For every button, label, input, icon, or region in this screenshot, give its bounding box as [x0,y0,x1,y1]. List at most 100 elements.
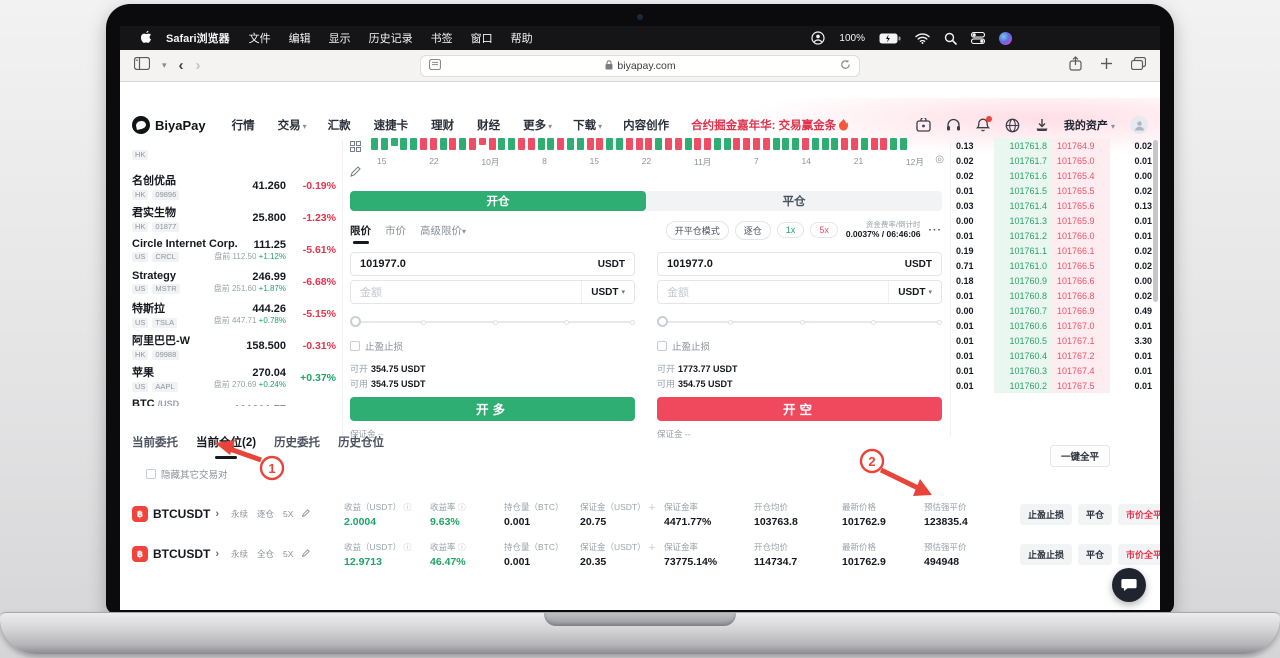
menubar-menu-item[interactable]: 编辑 [288,33,311,45]
add-margin-icon[interactable]: ＋ [648,542,657,552]
user-menu-icon[interactable] [811,31,826,45]
order-book-row[interactable]: 0.02 101761.7 101765.0 0.01 [956,153,1152,168]
positions-tab[interactable]: 历史委托 [274,437,321,449]
notifications-bell-icon[interactable] [975,116,992,132]
nav-item[interactable]: 内容创作 [623,120,670,132]
edit-leverage-icon[interactable] [302,549,311,559]
order-type-tab[interactable]: 限价 [350,224,371,244]
nav-item[interactable]: 下载 ▾ [573,120,603,132]
promo-banner[interactable]: 合约掘金嘉年华: 交易赢金条 [691,117,849,133]
menubar-menu-item[interactable]: 历史记录 [368,33,413,45]
order-book-row[interactable]: 0.01 101760.8 101766.8 0.02 [956,288,1152,303]
language-globe-icon[interactable] [1005,118,1020,133]
menubar-menu-item[interactable]: 显示 [328,33,351,45]
sidebar-caret-icon[interactable]: ▾ [162,60,167,70]
active-app-name[interactable]: Safari浏览器 [166,33,230,45]
watchlist-row[interactable]: 苹果 US AAPL 270.04 盘前 270.69 +0.24% +0.37% [132,362,336,394]
short-leverage-slider[interactable] [657,316,942,328]
menubar-menu-item[interactable]: 书签 [430,33,453,45]
nav-item[interactable]: 速捷卡 [373,120,409,132]
info-icon[interactable]: ⓘ [457,502,466,512]
order-book-row[interactable]: 0.18 101760.9 101766.6 0.00 [956,273,1152,288]
market-close-all-button[interactable]: 市价全平 [1118,503,1160,525]
info-icon[interactable]: ⓘ [403,502,412,512]
watchlist-row[interactable]: 名创优品 HK 09896 41.260 -0.19% [132,170,336,202]
market-close-all-button[interactable]: 市价全平 [1118,543,1160,565]
positions-tab[interactable]: 当前委托 [132,437,178,449]
short-amount-input[interactable]: 金额 USDT ▾ [657,280,942,304]
hide-others-checkbox[interactable] [146,469,156,479]
draw-pencil-icon[interactable] [350,164,363,182]
order-book-row[interactable]: 0.00 101761.3 101765.9 0.01 [956,213,1152,228]
nav-item[interactable]: 汇款 [327,120,351,132]
order-type-tab[interactable]: 高级限价▾ [420,224,467,237]
order-type-tab[interactable]: 市价 [385,224,406,237]
add-margin-icon[interactable]: ＋ [648,502,657,512]
spotlight-search-icon[interactable] [944,32,957,45]
order-book-row[interactable]: 0.01 101760.6 101767.0 0.01 [956,318,1152,333]
grid-view-icon[interactable] [350,139,363,157]
position-symbol[interactable]: BTCUSDT [153,507,211,521]
order-book-row[interactable]: 0.02 101761.6 101765.4 0.00 [956,168,1152,183]
menubar-menu-item[interactable]: 文件 [248,33,271,45]
short-tpsl-checkbox[interactable] [657,341,667,351]
reader-icon[interactable] [428,57,442,75]
order-book-row[interactable]: 0.00 101760.7 101766.9 0.49 [956,303,1152,318]
open-long-button[interactable]: 开多 [350,396,635,421]
mini-activity-chart[interactable]: 15 22 10月 8 15 22 11月 7 14 21 12月 ◎ [371,138,944,182]
order-book-row[interactable]: 0.01 101760.5 101767.1 3.30 [956,333,1152,348]
apple-menu-icon[interactable] [140,30,152,47]
watchlist-row[interactable]: BTC /USD 期货5x 101801.77 -1.35% [132,394,336,406]
slider-knob[interactable] [657,316,668,327]
close-position-button[interactable]: 平仓 [1078,503,1113,525]
order-book-row[interactable]: 0.01 101761.5 101765.5 0.02 [956,183,1152,198]
nav-item[interactable]: 更多 ▾ [523,120,553,132]
info-icon[interactable]: ⓘ [457,542,466,552]
edit-leverage-icon[interactable] [302,509,311,519]
close-position-button[interactable]: 平仓 [1078,543,1113,565]
back-button[interactable]: ‹ [178,57,184,74]
short-unit-select[interactable]: USDT ▾ [888,281,932,303]
control-center-icon[interactable] [971,32,985,44]
my-assets-menu[interactable]: 我的资产 ▾ [1063,120,1115,132]
mode-pill[interactable]: 开平仓模式 [665,220,729,240]
long-leverage-slider[interactable] [350,316,635,328]
download-icon[interactable] [1035,118,1049,132]
order-book-row[interactable]: 0.13 101761.8 101764.9 0.02 [956,138,1152,153]
watchlist-row[interactable]: Strategy US MSTR 246.99 盘前 251.60 +1.87% … [132,266,336,298]
wifi-icon[interactable] [915,32,930,44]
short-price-input[interactable]: 101977.0 USDT [657,252,942,276]
share-icon[interactable] [1069,55,1082,76]
tpsl-button[interactable]: 止盈止损 [1020,503,1073,525]
watchlist-row[interactable]: 阿里巴巴-W HK 09988 158.500 -0.31% [132,330,336,362]
nav-item[interactable]: 财经 [477,120,501,132]
battery-icon[interactable] [879,33,901,44]
reload-icon[interactable] [840,57,851,75]
menubar-menu-item[interactable]: 窗口 [470,33,493,45]
order-book-row[interactable]: 0.03 101761.4 101765.6 0.13 [956,198,1152,213]
nav-item[interactable]: 交易 ▾ [277,120,307,132]
mode-pill[interactable]: 5x [810,222,838,238]
vault-icon[interactable] [916,118,931,132]
order-book-row[interactable]: 0.01 101760.3 101767.4 0.01 [956,363,1152,378]
close-all-button[interactable]: 一键全平 [1049,445,1110,467]
mode-pill[interactable]: 逐仓 [734,220,771,240]
tab-overview-icon[interactable] [1130,56,1147,75]
tab-close-position[interactable]: 平仓 [782,196,806,208]
address-bar[interactable]: biyapay.com [420,55,860,77]
forward-button[interactable]: › [195,57,201,74]
scrollbar-thumb[interactable] [1153,140,1158,302]
biyapay-logo[interactable]: BiyaPay [132,116,206,134]
order-book-row[interactable]: 0.01 101760.2 101767.5 0.01 [956,378,1152,393]
order-book-row[interactable]: 0.01 101761.2 101766.0 0.01 [956,228,1152,243]
support-headset-icon[interactable] [946,118,961,132]
watchlist-row[interactable]: 君实生物 HK 01877 25.800 -1.23% [132,202,336,234]
sidebar-toggle-icon[interactable] [133,56,151,75]
info-icon[interactable]: ⓘ [403,542,412,552]
order-book-row[interactable]: 0.71 101761.0 101766.5 0.02 [956,258,1152,273]
slider-knob[interactable] [350,316,361,327]
more-options-icon[interactable]: ··· [928,224,942,236]
long-amount-input[interactable]: 金额 USDT ▾ [350,280,635,304]
mode-pill[interactable]: 1x [776,222,805,238]
open-short-button[interactable]: 开空 [657,396,942,421]
